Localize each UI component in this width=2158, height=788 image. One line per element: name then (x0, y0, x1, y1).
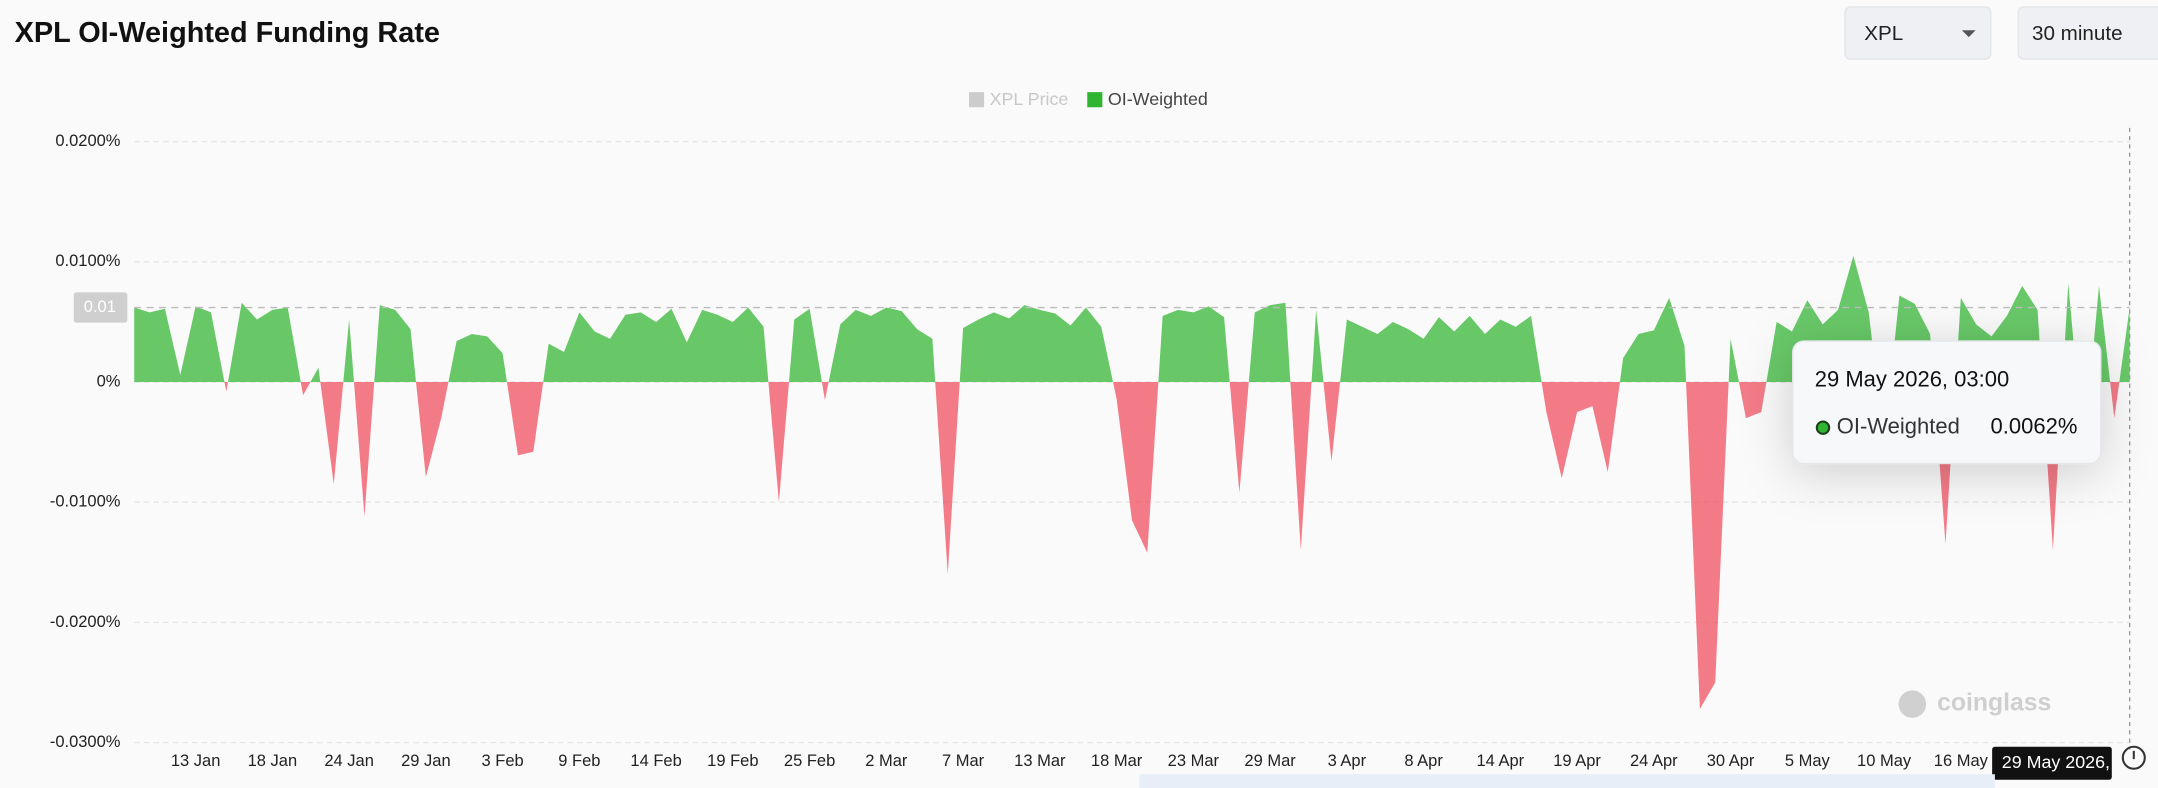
select-caret (1961, 30, 1976, 38)
x-tick-label: 14 Feb (630, 752, 681, 770)
watermark: coinglass (1898, 690, 2051, 718)
tooltip-box (1792, 340, 2102, 465)
tooltip-dot (1815, 420, 1831, 435)
watermark-text: coinglass (1937, 690, 2051, 717)
x-tick-label: 29 Jan (401, 752, 451, 770)
legend-label[interactable]: XPL Price (990, 89, 1069, 109)
y-tick-label: -0.0100% (50, 493, 121, 511)
x-tick-label: 9 Feb (558, 752, 600, 770)
chart-title: XPL OI-Weighted Funding Rate (15, 17, 440, 49)
x-tick-label: 2 Mar (865, 752, 908, 770)
x-tick-label: 14 Apr (1476, 752, 1524, 770)
x-tick-label: 5 May (1785, 752, 1831, 770)
x-tick-label: 3 Apr (1328, 752, 1367, 770)
x-tick-label: 7 Mar (942, 752, 985, 770)
settings-icon[interactable] (2121, 745, 2146, 770)
x-tick-label: 18 Mar (1091, 752, 1143, 770)
overlay: 0.01 29 May 2026, 29 May 2026, 03:00 OI-Wei… (73, 127, 2131, 780)
x-tick-label: 8 Apr (1404, 752, 1443, 770)
legend-swatch[interactable] (1087, 92, 1103, 108)
legend-swatch[interactable] (968, 92, 985, 108)
symbol-select[interactable]: XPL (1844, 6, 1992, 60)
x-tick-label: 3 Feb (482, 752, 524, 770)
scroll-strip (1139, 774, 1995, 788)
y-tick-label: 0% (97, 372, 121, 390)
crosshair-x-box (1992, 746, 2112, 780)
select-text[interactable]: XPL (1864, 22, 1903, 45)
y-tick-label: -0.0200% (50, 613, 121, 631)
y-tick-label: 0.0100% (55, 252, 120, 270)
x-tick-label: 19 Feb (707, 752, 758, 770)
select-box[interactable] (1844, 6, 1992, 60)
legend-item[interactable]: OI-Weighted (1087, 89, 1208, 109)
x-tick-label: 24 Jan (324, 752, 374, 770)
plot (134, 255, 2130, 709)
x-tick-label: 24 Apr (1630, 752, 1678, 770)
x-tick-label: 13 Jan (171, 752, 221, 770)
tooltip: 29 May 2026, 03:00 OI-Weighted 0.0062% (1792, 340, 2102, 465)
x-tick-label: 19 Apr (1553, 752, 1601, 770)
area (134, 255, 2130, 709)
crosshair-y-box (73, 292, 128, 323)
x-tick-label: 18 Jan (248, 752, 298, 770)
tooltip-series: OI-Weighted (1837, 414, 1960, 439)
y-tick-label: 0.0200% (55, 132, 120, 150)
select-box[interactable] (2017, 6, 2158, 60)
y-tick-label: -0.0300% (50, 733, 121, 751)
grid: 0.0200% 0.0100% 0% -0.0100% -0.0200% -0.0300%… (50, 132, 2130, 770)
x-tick-label: 30 Apr (1707, 752, 1755, 770)
x-tick-label: 10 May (1857, 752, 1912, 770)
legend-label[interactable]: OI-Weighted (1108, 89, 1208, 109)
legend-item[interactable]: XPL Price (968, 89, 1069, 109)
x-tick-label: 16 May (1934, 752, 1989, 770)
crosshair-x-label: 29 May 2026, (2002, 752, 2110, 772)
x-tick-label: 29 Mar (1244, 752, 1296, 770)
interval-select[interactable]: 30 minute (2017, 6, 2158, 60)
tooltip-value: 0.0062% (1991, 414, 2078, 439)
crosshair-y-label: 0.01 (84, 298, 116, 316)
select-text[interactable]: 30 minute (2032, 22, 2123, 45)
x-tick-label: 23 Mar (1168, 752, 1220, 770)
x-tick-label: 13 Mar (1014, 752, 1066, 770)
x-tick-label: 25 Feb (784, 752, 835, 770)
tooltip-title: 29 May 2026, 03:00 (1815, 367, 2009, 392)
watermark-icon (1898, 690, 1927, 718)
icon-circle[interactable] (2121, 745, 2146, 770)
